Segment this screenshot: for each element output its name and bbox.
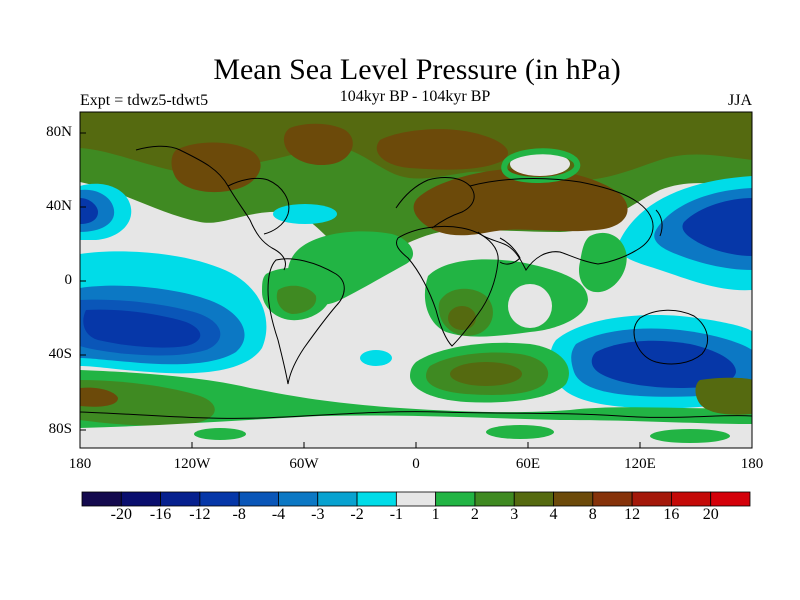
colorbar-label: -3 xyxy=(311,506,325,523)
colorbar-label: -20 xyxy=(110,506,132,523)
axis-ticks xyxy=(80,132,641,448)
antarctic-neutral xyxy=(80,415,752,448)
south-atlantic-olive-core xyxy=(450,362,522,386)
lon-label-60w: 60W xyxy=(289,456,319,472)
lat-label-80n: 80N xyxy=(46,124,72,140)
colorbar-swatch xyxy=(710,491,751,507)
south-atlantic-cyan-low xyxy=(360,350,392,366)
colorbar-label: -4 xyxy=(271,506,286,523)
colorbar-label: 1 xyxy=(431,506,440,523)
colorbar-swatch xyxy=(592,491,633,507)
colorbar-swatch xyxy=(317,491,358,507)
lon-label-60e: 60E xyxy=(515,456,541,472)
japan-coast xyxy=(655,209,663,237)
pressure-field xyxy=(80,112,752,448)
season-label: JJA xyxy=(727,92,752,109)
lon-label-0: 0 xyxy=(412,456,420,472)
colorbar-label: 16 xyxy=(663,506,680,523)
colorbar-label: -8 xyxy=(232,506,246,523)
colorbar-swatch xyxy=(81,491,122,507)
arctic-green-ring xyxy=(501,148,581,184)
colorbar-label: -2 xyxy=(350,506,364,523)
southern-ocean-brown-east xyxy=(695,377,752,415)
colorbar-swatch xyxy=(120,491,161,507)
colorbar-swatch xyxy=(238,491,279,507)
colorbar xyxy=(81,491,751,507)
chart-title: Mean Sea Level Pressure (in hPa) xyxy=(213,53,621,86)
south-pacific-dark-blue xyxy=(83,309,201,348)
north-pacific-dark-blue xyxy=(682,198,752,256)
north-america-brown-high xyxy=(171,142,261,193)
antarctica-coast xyxy=(80,411,752,419)
colorbar-label: 3 xyxy=(510,506,519,523)
lat-label-0: 0 xyxy=(64,272,73,288)
colorbar-label: 4 xyxy=(549,506,558,523)
colorbar-swatch xyxy=(631,491,672,507)
west-north-pacific-dark-blue xyxy=(80,198,98,224)
colorbar-swatch xyxy=(395,491,437,507)
colorbar-label: -1 xyxy=(389,506,404,523)
lat-label-40n: 40N xyxy=(46,198,72,214)
north-america-coast xyxy=(135,145,290,271)
arabia-coast xyxy=(499,237,521,265)
indian-ocean-neutral-patch xyxy=(508,284,552,328)
colorbar-swatch xyxy=(356,491,397,507)
colorbar-swatch xyxy=(513,491,554,507)
coastlines xyxy=(80,145,752,419)
colorbar-label: 20 xyxy=(702,506,719,523)
colorbar-swatch xyxy=(474,491,515,507)
antarctic-green-patch-2 xyxy=(486,425,554,439)
australia-coast xyxy=(633,309,709,365)
colorbar-swatch xyxy=(435,491,476,507)
colorbar-label: 2 xyxy=(470,506,479,523)
africa-coast xyxy=(395,225,499,347)
antarctic-green-patch-3 xyxy=(650,429,730,443)
south-america-coast xyxy=(267,258,345,385)
asia-brown-high xyxy=(376,129,509,170)
chart-subtitle: 104kyr BP - 104kyr BP xyxy=(339,88,491,105)
colorbar-label: 8 xyxy=(588,506,597,523)
colorbar-label: -12 xyxy=(189,506,211,523)
colorbar-swatch xyxy=(199,491,240,507)
southern-ocean-brown-west xyxy=(80,387,118,407)
lon-label-120w: 120W xyxy=(173,456,211,472)
southern-ocean-olive xyxy=(80,380,215,426)
asia-coast xyxy=(469,178,654,271)
colorbar-label: -16 xyxy=(149,506,172,523)
south-america-olive xyxy=(276,285,317,314)
lat-label-80s: 80S xyxy=(48,421,72,437)
north-atlantic-cyan-low xyxy=(273,204,337,224)
southern-africa-olive-core xyxy=(448,306,476,330)
antarctic-green-patch-1 xyxy=(194,428,246,440)
indian-ocean-dark-blue xyxy=(591,340,736,388)
greenland-brown-high xyxy=(283,123,353,166)
colorbar-swatch xyxy=(278,491,319,507)
colorbar-label: 12 xyxy=(624,506,641,523)
lat-label-40s: 40S xyxy=(48,346,72,362)
colorbar-swatch xyxy=(553,491,594,507)
lon-label-180w: 180 xyxy=(68,456,92,472)
west-pacific-green xyxy=(578,232,627,293)
colorbar-swatch xyxy=(671,491,712,507)
lon-label-120e: 120E xyxy=(624,456,656,472)
lon-label-180e: 180 xyxy=(740,456,764,472)
colorbar-swatch xyxy=(160,491,201,507)
eurasia-brown-high xyxy=(413,168,628,236)
arctic-neutral-patch xyxy=(510,152,570,176)
experiment-label: Expt = tdwz5-tdwt5 xyxy=(80,92,209,109)
